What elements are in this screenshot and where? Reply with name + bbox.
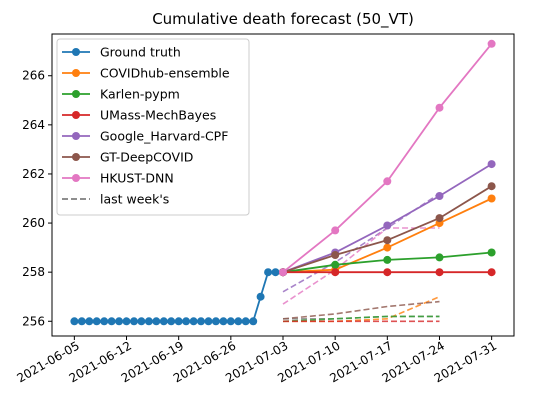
- legend-marker-5: [72, 153, 80, 161]
- data-point-0-21: [226, 317, 235, 326]
- dashed-series-line-1: [283, 295, 440, 323]
- data-point-0-8: [130, 317, 138, 326]
- y-tick-label-2: 260: [22, 216, 45, 230]
- plot-area: [70, 39, 496, 326]
- legend-label-2: Karlen-pypm: [100, 87, 180, 102]
- legend-label-3: UMass-MechBayes: [100, 108, 216, 123]
- legend-label-6: HKUST-DNN: [100, 171, 174, 186]
- chart-title: Cumulative death forecast (50_VT): [152, 10, 414, 29]
- data-point-0-4: [100, 317, 109, 326]
- data-point-4-4: [487, 160, 496, 169]
- y-tick-label-4: 264: [22, 118, 45, 132]
- data-point-3-3: [435, 268, 444, 277]
- series-line-0: [74, 271, 283, 323]
- data-point-0-7: [122, 317, 131, 326]
- data-point-6-1: [331, 226, 340, 235]
- legend-marker-6: [72, 174, 80, 182]
- legend: Ground truth COVIDhub-ensemble Karlen-pypm…: [56, 38, 250, 216]
- legend-marker-4: [72, 132, 80, 140]
- data-point-6-3: [435, 103, 444, 112]
- data-point-0-10: [144, 317, 153, 326]
- data-point-0-13: [167, 317, 176, 326]
- data-point-6-0: [279, 268, 287, 277]
- legend-marker-3: [72, 111, 80, 119]
- data-point-0-18: [204, 317, 213, 326]
- data-point-2-2: [383, 255, 392, 264]
- dashed-series-line-2: [282, 315, 440, 323]
- data-point-1-2: [383, 243, 392, 252]
- y-tick-label-5: 266: [22, 69, 45, 83]
- data-point-2-1: [331, 260, 340, 269]
- data-point-0-0: [70, 317, 79, 326]
- data-point-5-1: [331, 251, 340, 259]
- data-point-0-17: [197, 317, 205, 326]
- legend-label-0: Ground truth: [100, 45, 181, 60]
- data-point-4-3: [435, 192, 444, 200]
- legend-label-4: Google_Harvard-CPF: [100, 129, 228, 144]
- data-point-5-4: [487, 182, 496, 191]
- data-point-4-2: [383, 221, 392, 230]
- data-point-0-25: [256, 292, 265, 301]
- y-tick-label-0: 256: [22, 314, 45, 328]
- data-point-0-11: [152, 317, 161, 326]
- data-point-5-2: [383, 236, 392, 245]
- data-point-0-12: [159, 317, 168, 326]
- data-point-0-23: [241, 317, 250, 326]
- dashed-series-line-6: [282, 227, 440, 305]
- y-axis: 256 258 260 262 264 266: [22, 69, 52, 328]
- data-point-1-4: [487, 194, 496, 203]
- data-point-0-27: [271, 268, 280, 277]
- data-point-3-2: [383, 268, 392, 277]
- y-tick-label-1: 258: [22, 265, 45, 279]
- data-point-0-2: [85, 317, 94, 326]
- y-tick-label-3: 262: [22, 167, 45, 181]
- data-point-6-2: [383, 177, 392, 186]
- legend-label-5: GT-DeepCOVID: [100, 150, 193, 165]
- data-point-0-1: [77, 317, 86, 326]
- data-point-3-4: [487, 268, 496, 277]
- data-point-0-22: [234, 317, 243, 326]
- data-point-0-20: [219, 317, 228, 326]
- data-point-2-3: [435, 253, 444, 262]
- data-point-0-6: [115, 317, 124, 326]
- data-point-0-3: [92, 317, 101, 326]
- data-point-0-15: [182, 317, 191, 326]
- legend-label-7: last week's: [100, 192, 169, 207]
- legend-marker-0: [72, 48, 80, 56]
- data-point-2-4: [487, 248, 496, 257]
- dashed-series-line-5: [282, 300, 440, 320]
- data-point-0-16: [189, 317, 198, 326]
- data-point-6-4: [487, 39, 496, 48]
- legend-marker-2: [72, 90, 80, 98]
- legend-marker-1: [72, 69, 80, 77]
- data-point-0-26: [264, 268, 273, 277]
- data-point-0-19: [211, 317, 220, 326]
- data-point-0-14: [174, 317, 183, 326]
- data-point-5-3: [435, 214, 444, 223]
- data-point-0-24: [249, 317, 258, 326]
- data-point-0-9: [137, 317, 146, 326]
- data-point-0-5: [107, 317, 116, 326]
- legend-box: [56, 38, 250, 216]
- legend-label-1: COVIDhub-ensemble: [100, 66, 230, 81]
- x-axis: 2021-06-052021-06-122021-06-192021-06-26…: [14, 336, 499, 385]
- data-point-3-1: [331, 268, 340, 277]
